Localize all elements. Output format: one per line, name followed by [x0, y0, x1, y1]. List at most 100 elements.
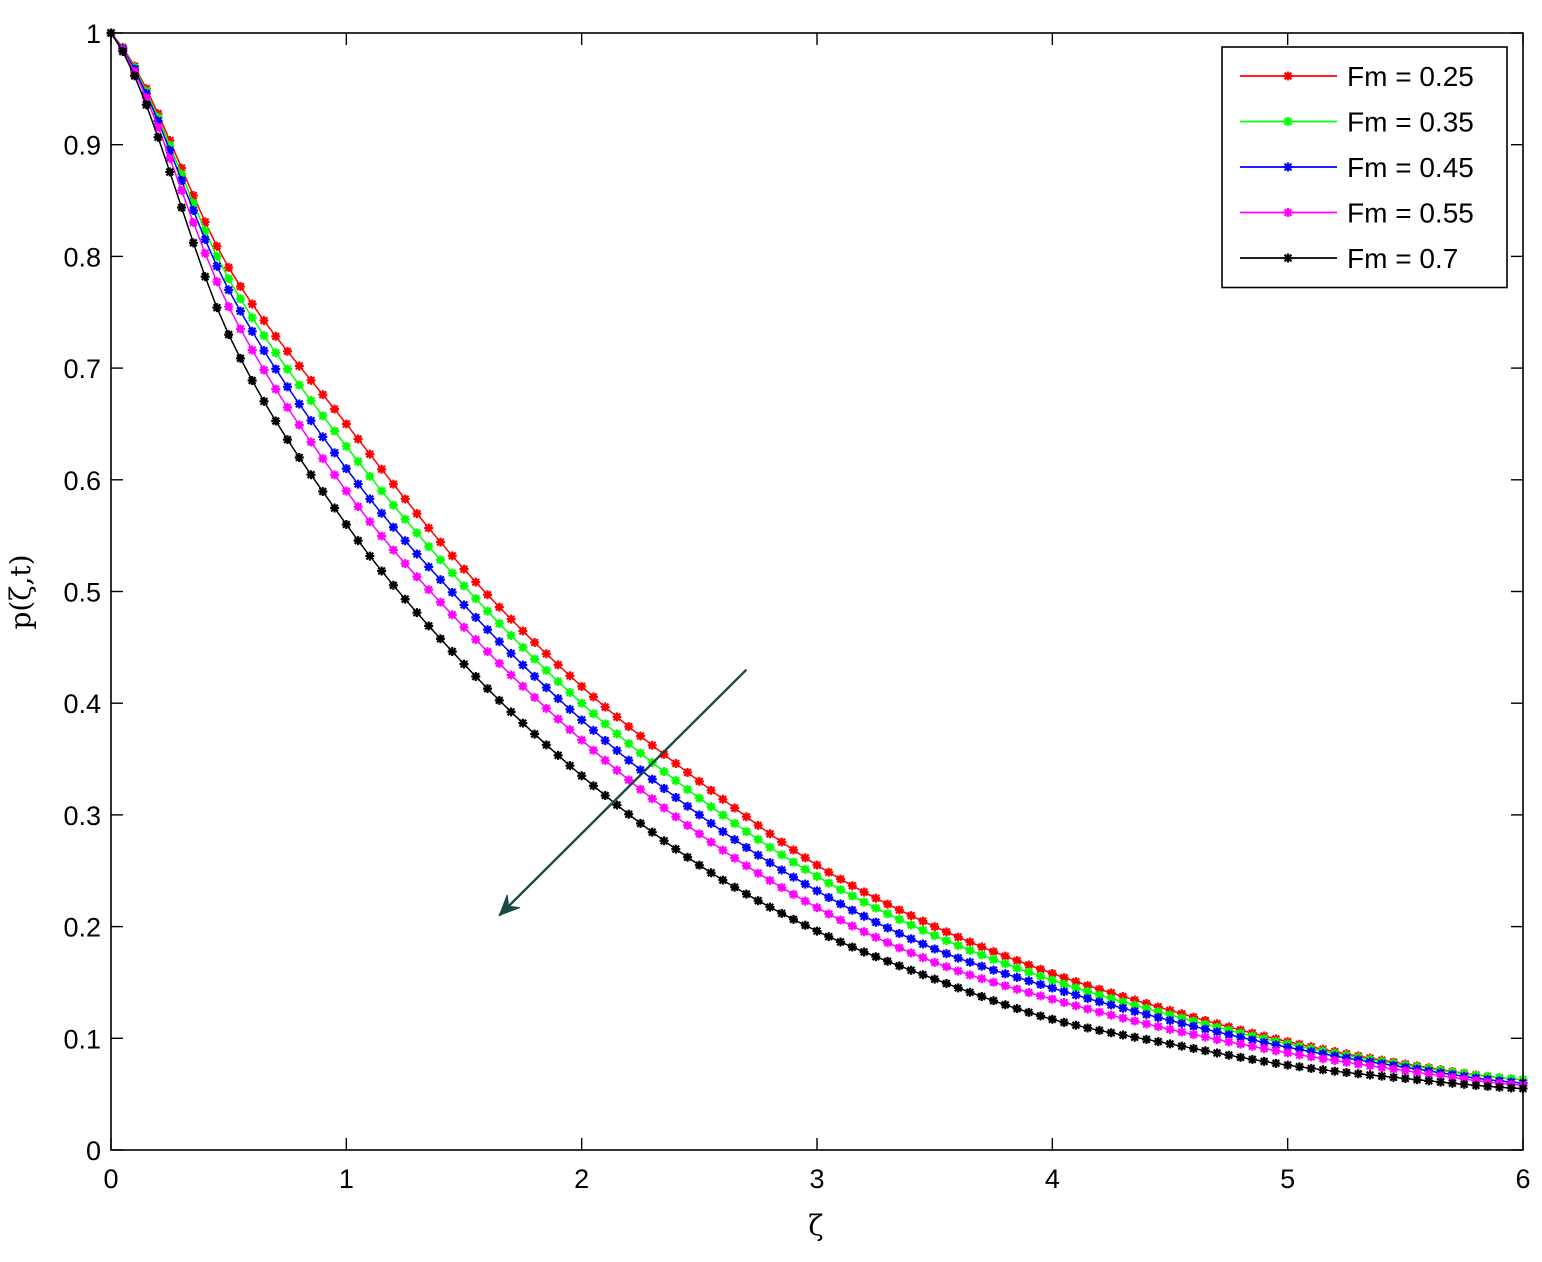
series-fm-0-55-point — [977, 974, 986, 983]
series-fm-0-7-point — [683, 853, 692, 862]
series-fm-0-45-point — [1189, 1022, 1198, 1031]
y-tick-label: 0.5 — [63, 578, 101, 608]
series-fm-0-7-point — [1013, 1004, 1022, 1013]
x-tick-label: 1 — [339, 1164, 354, 1194]
series-fm-0-7-point — [1271, 1059, 1280, 1068]
series-fm-0-7-point — [530, 730, 539, 739]
legend-label: Fm = 0.7 — [1347, 243, 1458, 274]
series-fm-0-7-point — [283, 435, 292, 444]
series-fm-0-55-point — [1048, 995, 1057, 1004]
series-fm-0-7-point — [565, 761, 574, 770]
series-fm-0-55-point — [483, 647, 492, 656]
series-fm-0-7-point — [577, 771, 586, 780]
series-fm-0-25-point — [542, 649, 551, 658]
series-fm-0-55-point — [954, 966, 963, 975]
series-fm-0-7-point — [424, 621, 433, 630]
series-fm-0-55-point — [201, 249, 210, 258]
series-fm-0-7-point — [824, 932, 833, 941]
series-fm-0-25-point — [389, 480, 398, 489]
series-fm-0-25-point — [789, 846, 798, 855]
series-fm-0-55-point — [1142, 1019, 1151, 1028]
series-fm-0-35-point — [907, 920, 916, 929]
series-fm-0-55-point — [1189, 1030, 1198, 1039]
legend-marker — [1284, 208, 1293, 217]
x-axis-title: ζ — [808, 1209, 823, 1242]
series-fm-0-45-point — [295, 399, 304, 408]
series-fm-0-7-point — [695, 861, 704, 870]
series-fm-0-45-point — [601, 736, 610, 745]
series-fm-0-7-point — [965, 988, 974, 997]
series-fm-0-45-point — [1095, 997, 1104, 1006]
series-fm-0-35-point — [507, 631, 516, 640]
series-fm-0-35-point — [754, 835, 763, 844]
series-fm-0-55-point — [918, 953, 927, 962]
series-fm-0-7-point — [201, 272, 210, 281]
series-fm-0-45-point — [436, 575, 445, 584]
series-fm-0-55-point — [283, 403, 292, 412]
series-fm-0-7-point — [1236, 1053, 1245, 1062]
series-fm-0-35-point — [448, 568, 457, 577]
series-fm-0-25-point — [248, 300, 257, 309]
series-fm-0-7-point — [871, 952, 880, 961]
y-tick-label: 0.4 — [63, 689, 101, 719]
series-fm-0-55-point — [1283, 1048, 1292, 1057]
series-fm-0-45-point — [460, 600, 469, 609]
series-fm-0-55-point — [507, 670, 516, 679]
series-fm-0-7-point — [930, 975, 939, 984]
series-fm-0-45-point — [1118, 1004, 1127, 1013]
series-fm-0-25-point — [836, 875, 845, 884]
series-fm-0-35-point — [895, 915, 904, 924]
y-tick-label: 0 — [86, 1136, 101, 1166]
series-fm-0-25-point — [330, 405, 339, 414]
series-fm-0-55-point — [554, 715, 563, 724]
series-fm-0-7-point — [354, 536, 363, 545]
series-fm-0-25-point — [612, 712, 621, 721]
series-fm-0-7-point — [542, 740, 551, 749]
series-fm-0-55-point — [730, 854, 739, 863]
series-fm-0-7-point — [1448, 1079, 1457, 1088]
series-fm-0-35-point — [765, 843, 774, 852]
series-fm-0-7-point — [1377, 1072, 1386, 1081]
series-fm-0-55-point — [989, 978, 998, 987]
series-fm-0-55-point — [1201, 1033, 1210, 1042]
series-fm-0-7-point — [1318, 1065, 1327, 1074]
series-fm-0-25-point — [930, 922, 939, 931]
series-fm-0-35-point — [707, 802, 716, 811]
series-fm-0-45-point — [989, 966, 998, 975]
series-fm-0-7-point — [1460, 1080, 1469, 1089]
series-fm-0-35-point — [930, 931, 939, 940]
series-fm-0-55-point — [1342, 1058, 1351, 1067]
series-fm-0-7-point — [883, 957, 892, 966]
series-fm-0-35-point — [495, 619, 504, 628]
series-fm-0-7-point — [1354, 1069, 1363, 1078]
y-tick-label: 1 — [86, 19, 101, 49]
series-fm-0-55-point — [813, 903, 822, 912]
series-fm-0-45-point — [577, 715, 586, 724]
series-fm-0-7-point — [942, 979, 951, 988]
series-fm-0-55-point — [1001, 981, 1010, 990]
y-tick-label: 0.1 — [63, 1024, 101, 1054]
series-fm-0-45-point — [1177, 1019, 1186, 1028]
series-fm-0-25-point — [236, 282, 245, 291]
series-fm-0-7-point — [1224, 1051, 1233, 1060]
series-fm-0-7-point — [1154, 1037, 1163, 1046]
series-fm-0-7-point — [1307, 1064, 1316, 1073]
legend-label: Fm = 0.45 — [1347, 152, 1474, 183]
series-fm-0-7-point — [507, 707, 516, 716]
series-fm-0-45-point — [554, 694, 563, 703]
series-fm-0-55-point — [1013, 985, 1022, 994]
series-fm-0-25-point — [848, 881, 857, 890]
series-fm-0-35-point — [612, 729, 621, 738]
series-fm-0-35-point — [471, 594, 480, 603]
series-fm-0-55-point — [1271, 1046, 1280, 1055]
series-fm-0-7-point — [259, 397, 268, 406]
series-fm-0-35-point — [342, 442, 351, 451]
series-fm-0-7-point — [1024, 1008, 1033, 1017]
series-fm-0-45-point — [1036, 980, 1045, 989]
series-fm-0-25-point — [424, 524, 433, 533]
series-fm-0-55-point — [236, 324, 245, 333]
series-fm-0-45-point — [424, 562, 433, 571]
series-fm-0-7-point — [1177, 1042, 1186, 1051]
legend-marker — [1284, 254, 1293, 263]
series-fm-0-55-point — [318, 454, 327, 463]
